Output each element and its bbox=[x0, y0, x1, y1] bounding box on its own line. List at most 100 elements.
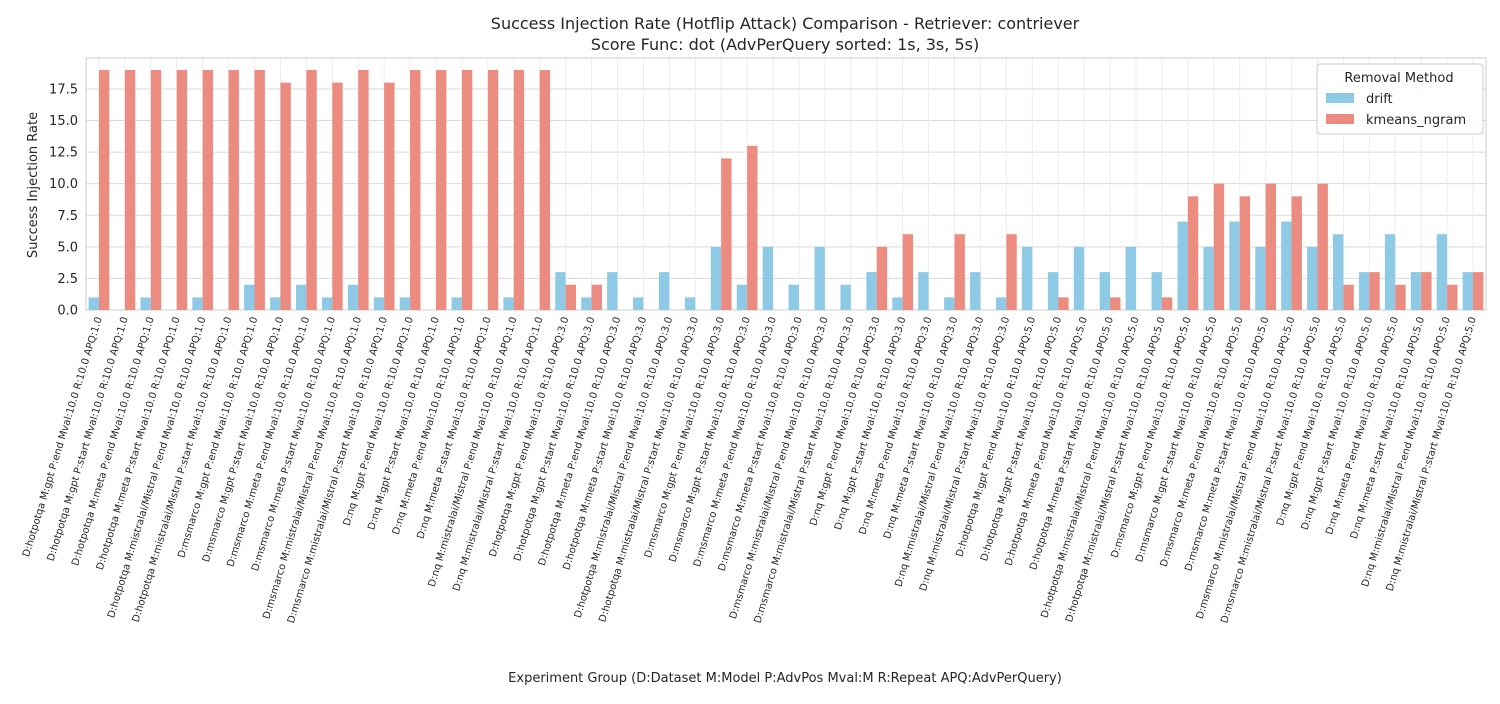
bar-drift bbox=[88, 297, 99, 310]
bar-drift bbox=[944, 297, 955, 310]
bar-drift bbox=[1021, 246, 1033, 310]
bar-kmeans-ngram bbox=[954, 234, 965, 310]
bar-drift bbox=[347, 284, 359, 310]
bar-drift bbox=[140, 297, 151, 310]
bar-drift bbox=[1047, 272, 1059, 310]
bar-kmeans-ngram bbox=[747, 145, 758, 310]
bar-drift bbox=[270, 297, 281, 310]
bar-kmeans-ngram bbox=[1317, 183, 1328, 310]
bar-kmeans-ngram bbox=[1291, 196, 1302, 310]
bar-drift bbox=[555, 272, 566, 310]
bar-kmeans-ngram bbox=[1187, 196, 1199, 310]
plot-frame bbox=[85, 57, 1487, 311]
y-tick-label: 15.0 bbox=[49, 114, 78, 129]
bar-drift bbox=[581, 297, 592, 310]
bar-drift bbox=[970, 272, 981, 310]
bar-kmeans-ngram bbox=[410, 70, 421, 310]
bar-kmeans-ngram bbox=[150, 70, 162, 310]
bar-drift bbox=[814, 246, 825, 310]
bar-drift bbox=[373, 297, 385, 310]
bar-kmeans-ngram bbox=[539, 70, 551, 310]
bar-drift bbox=[1281, 221, 1292, 310]
bar-kmeans-ngram bbox=[1058, 297, 1069, 310]
y-tick-label: 12.5 bbox=[49, 146, 78, 161]
bar-drift bbox=[1384, 234, 1396, 310]
bar-drift bbox=[192, 297, 203, 310]
bar-kmeans-ngram bbox=[1161, 297, 1173, 310]
bar-drift bbox=[1307, 246, 1318, 310]
legend-label-kmeans-ngram: kmeans_ngram bbox=[1366, 113, 1466, 128]
chart-subtitle: Score Func: dot (AdvPerQuery sorted: 1s,… bbox=[591, 35, 979, 54]
bar-kmeans-ngram bbox=[332, 82, 343, 310]
bar-kmeans-ngram bbox=[1343, 284, 1354, 310]
bar-kmeans-ngram bbox=[124, 70, 136, 310]
bar-drift bbox=[1358, 272, 1370, 310]
bar-drift bbox=[1255, 246, 1266, 310]
bar-kmeans-ngram bbox=[384, 82, 395, 310]
bar-kmeans-ngram bbox=[176, 70, 188, 310]
bar-kmeans-ngram bbox=[306, 70, 317, 310]
bar-kmeans-ngram bbox=[1369, 272, 1380, 310]
bar-drift bbox=[996, 297, 1007, 310]
bar-drift bbox=[710, 246, 722, 310]
y-tick-label: 2.5 bbox=[57, 272, 78, 287]
y-tick-label: 7.5 bbox=[57, 209, 78, 224]
bar-drift bbox=[1203, 246, 1214, 310]
legend: Removal Method drift kmeans_ngram bbox=[1316, 63, 1484, 135]
bar-kmeans-ngram bbox=[98, 70, 110, 310]
bar-kmeans-ngram bbox=[436, 70, 447, 310]
legend-frame bbox=[1316, 63, 1484, 135]
bar-drift bbox=[1177, 221, 1188, 310]
bar-kmeans-ngram bbox=[1421, 272, 1432, 310]
bar-drift bbox=[1462, 272, 1474, 310]
bar-kmeans-ngram bbox=[721, 158, 732, 310]
bar-kmeans-ngram bbox=[1265, 183, 1276, 310]
bar-kmeans-ngram bbox=[513, 70, 525, 310]
bar-drift bbox=[866, 272, 877, 310]
legend-swatch-kmeans-ngram bbox=[1326, 114, 1354, 124]
bar-kmeans-ngram bbox=[358, 70, 369, 310]
bars bbox=[88, 70, 1484, 310]
y-tick-label: 5.0 bbox=[57, 240, 78, 255]
legend-swatch-drift bbox=[1326, 93, 1354, 103]
bar-drift bbox=[607, 272, 618, 310]
bar-drift bbox=[321, 297, 333, 310]
bar-kmeans-ngram bbox=[202, 70, 214, 310]
y-axis-label: Success Injection Rate bbox=[26, 112, 41, 258]
bar-drift bbox=[1073, 246, 1085, 310]
bar-drift bbox=[1229, 221, 1240, 310]
bar-drift bbox=[1333, 234, 1344, 310]
bar-drift bbox=[762, 246, 774, 310]
bar-drift bbox=[658, 272, 670, 310]
bar-kmeans-ngram bbox=[254, 70, 265, 310]
bar-drift bbox=[918, 272, 929, 310]
bar-drift bbox=[451, 297, 462, 310]
bar-drift bbox=[399, 297, 411, 310]
y-tick-label: 17.5 bbox=[49, 82, 78, 97]
bar-drift bbox=[503, 297, 514, 310]
bar-kmeans-ngram bbox=[591, 284, 602, 310]
bar-kmeans-ngram bbox=[1213, 183, 1225, 310]
bar-drift bbox=[296, 284, 307, 310]
x-axis-label: Experiment Group (D:Dataset M:Model P:Ad… bbox=[508, 671, 1062, 686]
bar-kmeans-ngram bbox=[280, 82, 291, 310]
y-tick-labels: 0.0 2.5 5.0 7.5 10.0 12.5 15.0 17.5 bbox=[49, 82, 78, 318]
bar-kmeans-ngram bbox=[565, 284, 576, 310]
bar-kmeans-ngram bbox=[902, 234, 914, 310]
bar-drift bbox=[684, 297, 696, 310]
bar-drift bbox=[1125, 246, 1136, 310]
bar-drift bbox=[788, 284, 799, 310]
bar-kmeans-ngram bbox=[1006, 234, 1017, 310]
bar-kmeans-ngram bbox=[1447, 284, 1458, 310]
y-tick-label: 0.0 bbox=[57, 304, 78, 319]
bar-kmeans-ngram bbox=[228, 70, 239, 310]
bar-drift bbox=[244, 284, 255, 310]
bar-drift bbox=[633, 297, 644, 310]
y-tick-label: 10.0 bbox=[49, 177, 78, 192]
bar-drift bbox=[892, 297, 903, 310]
legend-label-drift: drift bbox=[1366, 92, 1393, 107]
bar-drift bbox=[840, 284, 851, 310]
bar-kmeans-ngram bbox=[487, 70, 499, 310]
bar-drift bbox=[1151, 272, 1162, 310]
